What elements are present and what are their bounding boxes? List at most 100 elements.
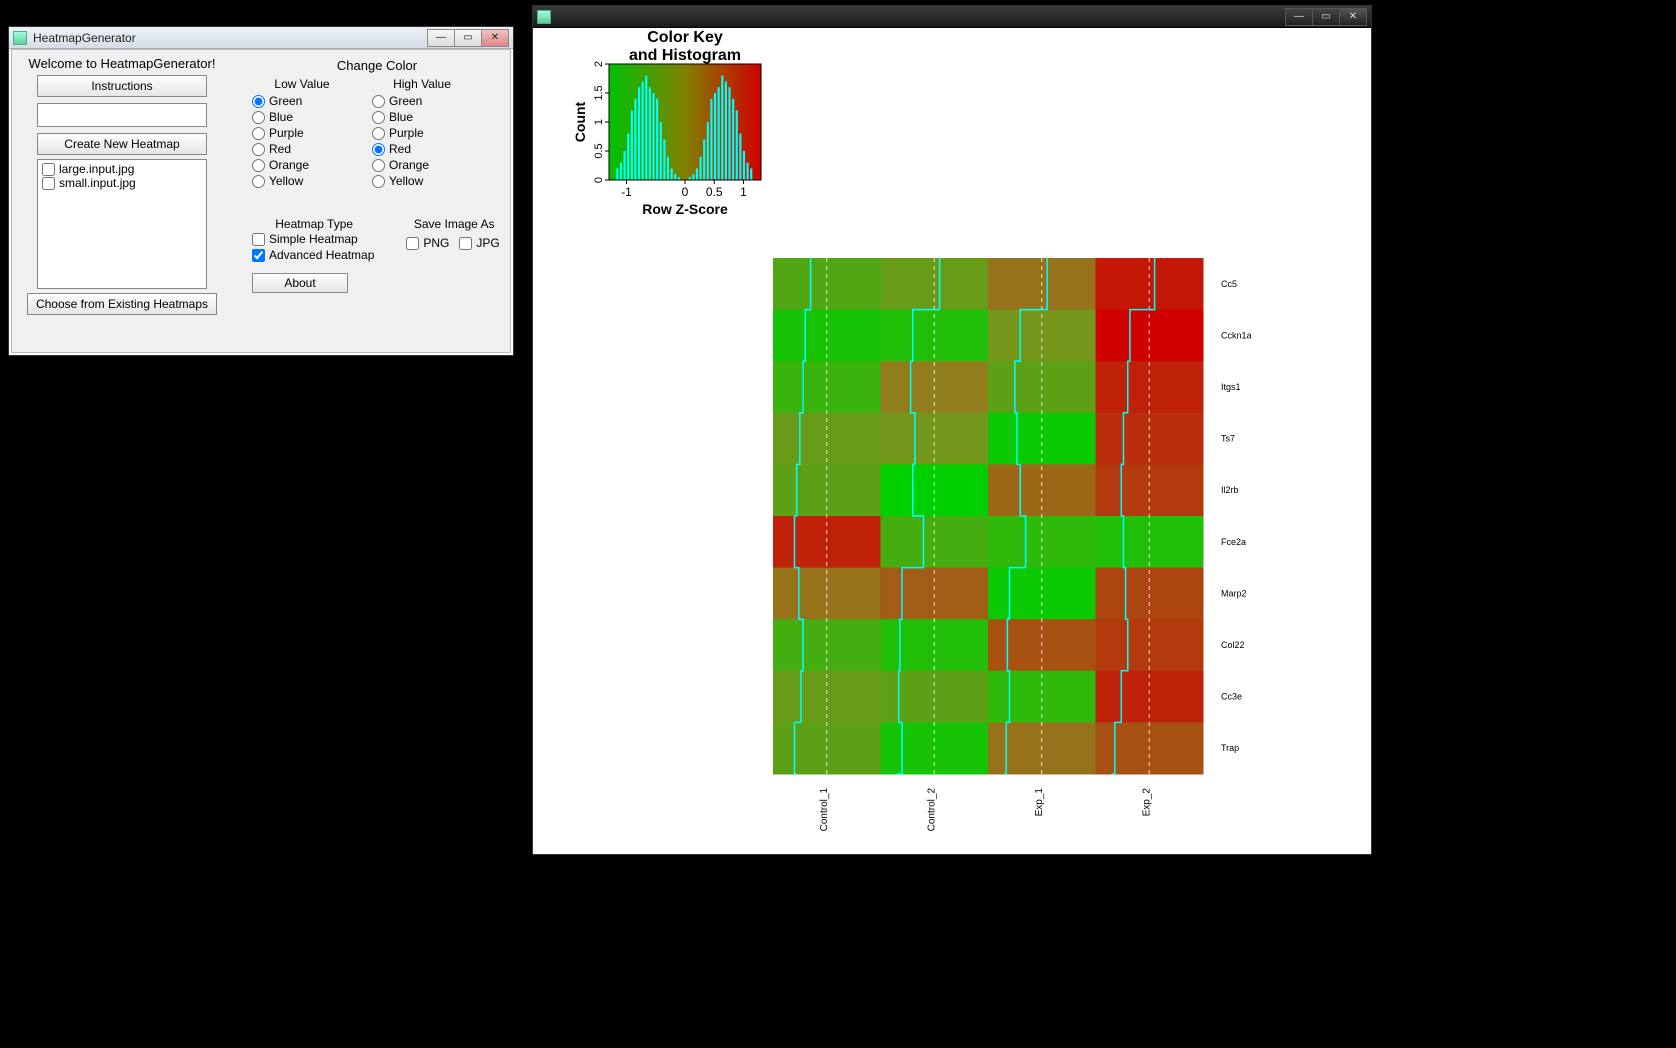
checkbox-label: JPG xyxy=(476,236,499,250)
high-red-radio[interactable]: Red xyxy=(372,141,472,157)
svg-text:Marp2: Marp2 xyxy=(1221,588,1247,598)
save-as-label: Save Image As xyxy=(406,217,502,231)
svg-text:Fce2a: Fce2a xyxy=(1221,537,1246,547)
svg-text:1.5: 1.5 xyxy=(593,85,605,100)
svg-text:Control_1: Control_1 xyxy=(819,788,830,832)
svg-text:Cc3e: Cc3e xyxy=(1221,692,1242,702)
radio-label: Orange xyxy=(269,158,309,172)
low-red-radio[interactable]: Red xyxy=(252,141,352,157)
radio-input[interactable] xyxy=(252,111,265,124)
svg-text:Exp_1: Exp_1 xyxy=(1034,788,1045,817)
checkbox-input[interactable] xyxy=(252,233,265,246)
instructions-button[interactable]: Instructions xyxy=(37,75,207,97)
svg-text:-1: -1 xyxy=(621,185,632,199)
checkbox-input[interactable] xyxy=(406,237,419,250)
plot-close-button[interactable]: ✕ xyxy=(1339,8,1367,26)
svg-text:Itgs1: Itgs1 xyxy=(1221,382,1241,392)
radio-label: Blue xyxy=(269,110,293,124)
high-green-radio[interactable]: Green xyxy=(372,93,472,109)
svg-text:Control_2: Control_2 xyxy=(926,788,937,832)
file-checkbox[interactable] xyxy=(42,163,55,176)
radio-input[interactable] xyxy=(252,143,265,156)
radio-input[interactable] xyxy=(372,143,385,156)
high-yellow-radio[interactable]: Yellow xyxy=(372,173,472,189)
radio-label: Purple xyxy=(389,126,424,140)
radio-input[interactable] xyxy=(372,95,385,108)
radio-label: Yellow xyxy=(269,174,303,188)
file-name: small.input.jpg xyxy=(59,176,136,190)
plot-window: — ▭ ✕ Color Keyand Histogram00.511.52Cou… xyxy=(532,5,1372,855)
change-color-label: Change Color xyxy=(252,58,502,73)
radio-label: Green xyxy=(269,94,302,108)
high-value-label: High Value xyxy=(372,77,472,91)
low-orange-radio[interactable]: Orange xyxy=(252,157,352,173)
high-purple-radio[interactable]: Purple xyxy=(372,125,472,141)
low-purple-radio[interactable]: Purple xyxy=(252,125,352,141)
radio-label: Red xyxy=(389,142,411,156)
high-blue-radio[interactable]: Blue xyxy=(372,109,472,125)
svg-text:Trap: Trap xyxy=(1221,743,1239,753)
svg-text:Cc5: Cc5 xyxy=(1221,279,1237,289)
plot-svg: Color Keyand Histogram00.511.52Count-100… xyxy=(535,28,1371,852)
plot-app-icon xyxy=(537,10,551,24)
low-blue-radio[interactable]: Blue xyxy=(252,109,352,125)
radio-input[interactable] xyxy=(372,159,385,172)
create-heatmap-button[interactable]: Create New Heatmap xyxy=(37,133,207,155)
file-checkbox[interactable] xyxy=(42,177,55,190)
checkbox-input[interactable] xyxy=(459,237,472,250)
svg-text:Row Z-Score: Row Z-Score xyxy=(642,201,728,217)
heatmap-type-simple-heatmap[interactable]: Simple Heatmap xyxy=(252,231,376,247)
file-list-item[interactable]: small.input.jpg xyxy=(40,176,204,190)
svg-text:Ts7: Ts7 xyxy=(1221,434,1235,444)
checkbox-input[interactable] xyxy=(252,249,265,262)
file-listbox[interactable]: large.input.jpgsmall.input.jpg xyxy=(37,159,207,289)
svg-text:Exp_2: Exp_2 xyxy=(1141,788,1152,817)
radio-label: Green xyxy=(389,94,422,108)
svg-text:Color Key: Color Key xyxy=(647,29,723,46)
radio-input[interactable] xyxy=(252,159,265,172)
save-format-jpg[interactable]: JPG xyxy=(459,235,499,251)
heatmap-generator-window: HeatmapGenerator — ▭ ✕ Welcome to Heatma… xyxy=(8,26,514,356)
low-yellow-radio[interactable]: Yellow xyxy=(252,173,352,189)
svg-text:Cckn1a: Cckn1a xyxy=(1221,330,1252,340)
choose-existing-button[interactable]: Choose from Existing Heatmaps xyxy=(27,293,217,315)
radio-label: Blue xyxy=(389,110,413,124)
minimize-button[interactable]: — xyxy=(427,29,455,47)
high-orange-radio[interactable]: Orange xyxy=(372,157,472,173)
radio-input[interactable] xyxy=(372,175,385,188)
radio-input[interactable] xyxy=(372,111,385,124)
window-title: HeatmapGenerator xyxy=(33,31,428,45)
svg-text:2: 2 xyxy=(593,61,605,67)
radio-label: Orange xyxy=(389,158,429,172)
app-icon xyxy=(13,31,27,45)
titlebar[interactable]: HeatmapGenerator — ▭ ✕ xyxy=(9,27,513,49)
filename-input[interactable] xyxy=(37,103,207,127)
about-button[interactable]: About xyxy=(252,273,348,293)
radio-input[interactable] xyxy=(372,127,385,140)
heatmap-type-advanced-heatmap[interactable]: Advanced Heatmap xyxy=(252,247,376,263)
radio-input[interactable] xyxy=(252,95,265,108)
plot-maximize-button[interactable]: ▭ xyxy=(1312,8,1340,26)
svg-text:Col22: Col22 xyxy=(1221,640,1245,650)
svg-text:Count: Count xyxy=(572,101,588,142)
radio-label: Red xyxy=(269,142,291,156)
checkbox-label: Simple Heatmap xyxy=(269,232,358,246)
file-name: large.input.jpg xyxy=(59,162,134,176)
svg-text:0: 0 xyxy=(682,185,689,199)
plot-minimize-button[interactable]: — xyxy=(1285,8,1313,26)
file-list-item[interactable]: large.input.jpg xyxy=(40,162,204,176)
radio-input[interactable] xyxy=(252,175,265,188)
svg-text:1: 1 xyxy=(593,119,605,125)
heatmap-type-label: Heatmap Type xyxy=(252,217,376,231)
low-green-radio[interactable]: Green xyxy=(252,93,352,109)
app-body: Welcome to HeatmapGenerator! Instruction… xyxy=(11,49,511,353)
close-button[interactable]: ✕ xyxy=(481,29,509,47)
checkbox-label: Advanced Heatmap xyxy=(269,248,374,262)
radio-label: Purple xyxy=(269,126,304,140)
svg-text:0.5: 0.5 xyxy=(706,185,723,199)
maximize-button[interactable]: ▭ xyxy=(454,29,482,47)
radio-label: Yellow xyxy=(389,174,423,188)
radio-input[interactable] xyxy=(252,127,265,140)
save-format-png[interactable]: PNG xyxy=(406,235,449,251)
plot-titlebar[interactable]: — ▭ ✕ xyxy=(533,6,1371,28)
